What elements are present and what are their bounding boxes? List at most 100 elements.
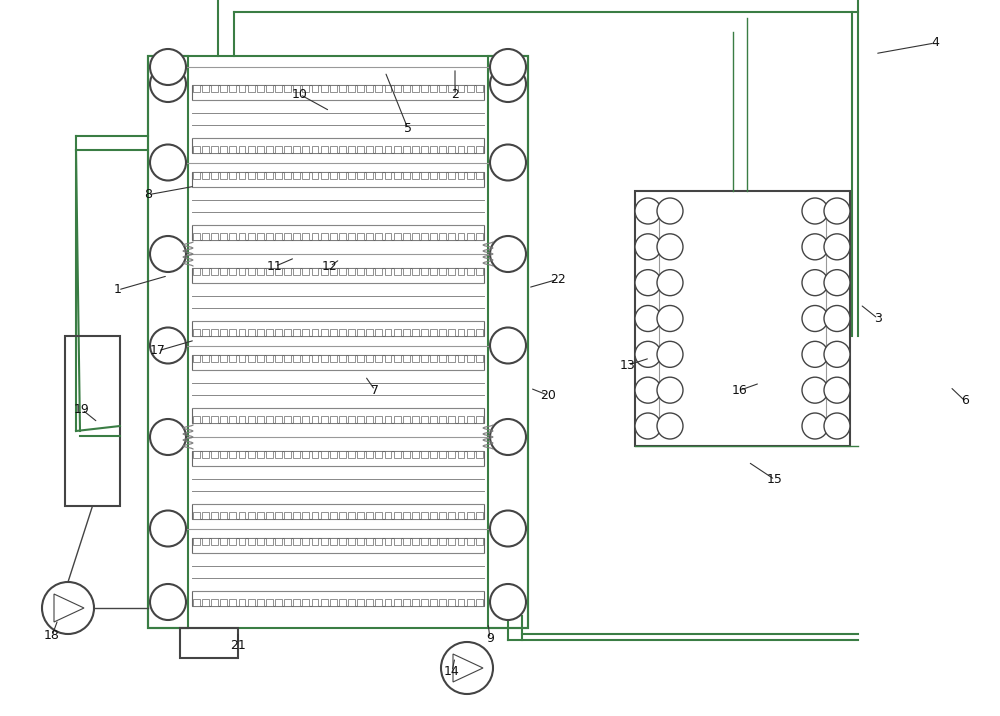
Bar xyxy=(439,451,446,458)
Bar xyxy=(266,451,273,458)
Bar xyxy=(284,85,291,92)
Bar xyxy=(448,511,455,519)
Bar xyxy=(321,599,328,606)
Bar xyxy=(348,415,355,423)
Bar xyxy=(312,355,318,362)
Bar xyxy=(366,599,373,606)
Bar xyxy=(193,85,200,92)
Bar xyxy=(257,355,264,362)
Bar xyxy=(266,233,273,240)
Bar xyxy=(248,355,255,362)
Bar xyxy=(375,511,382,519)
Bar xyxy=(385,511,391,519)
Bar xyxy=(211,451,218,458)
Bar xyxy=(220,233,227,240)
Circle shape xyxy=(802,342,828,367)
Bar xyxy=(394,233,401,240)
Circle shape xyxy=(490,584,526,620)
Bar xyxy=(275,538,282,546)
Bar xyxy=(430,599,437,606)
Bar xyxy=(257,85,264,92)
Bar xyxy=(430,85,437,92)
Bar xyxy=(357,329,364,336)
Bar xyxy=(302,599,309,606)
Bar xyxy=(385,415,391,423)
Bar xyxy=(348,329,355,336)
Bar xyxy=(448,268,455,276)
Bar xyxy=(202,355,209,362)
Bar xyxy=(439,511,446,519)
Bar xyxy=(321,538,328,546)
Text: 16: 16 xyxy=(732,384,748,397)
Circle shape xyxy=(150,511,186,546)
Bar xyxy=(266,85,273,92)
Text: 6: 6 xyxy=(961,395,969,407)
Bar xyxy=(284,233,291,240)
Bar xyxy=(421,451,428,458)
Bar xyxy=(476,268,483,276)
Bar xyxy=(458,355,464,362)
Bar xyxy=(458,538,464,546)
Bar xyxy=(202,145,209,153)
Bar xyxy=(266,538,273,546)
Bar xyxy=(339,329,346,336)
Bar xyxy=(385,85,391,92)
Bar xyxy=(385,233,391,240)
Bar xyxy=(348,538,355,546)
Bar xyxy=(193,415,200,423)
Bar xyxy=(229,233,236,240)
Bar xyxy=(403,268,410,276)
Bar xyxy=(385,172,391,180)
Bar xyxy=(421,172,428,180)
Bar xyxy=(192,408,484,423)
Bar xyxy=(476,329,483,336)
Bar xyxy=(229,538,236,546)
Bar xyxy=(229,329,236,336)
Bar xyxy=(412,145,419,153)
Text: 8: 8 xyxy=(144,188,152,201)
Circle shape xyxy=(441,642,493,694)
Circle shape xyxy=(635,198,661,224)
Bar xyxy=(284,355,291,362)
Bar xyxy=(430,415,437,423)
Bar xyxy=(239,451,245,458)
Text: 5: 5 xyxy=(404,122,412,135)
Bar xyxy=(302,233,309,240)
Bar xyxy=(476,599,483,606)
Bar xyxy=(476,145,483,153)
Bar xyxy=(439,268,446,276)
Bar xyxy=(257,145,264,153)
Bar xyxy=(467,233,474,240)
Bar xyxy=(193,268,200,276)
Bar xyxy=(330,415,337,423)
Bar xyxy=(375,329,382,336)
Bar xyxy=(476,451,483,458)
Circle shape xyxy=(150,327,186,364)
Bar xyxy=(448,538,455,546)
Bar xyxy=(375,599,382,606)
Bar xyxy=(458,415,464,423)
Bar xyxy=(266,415,273,423)
Bar xyxy=(284,172,291,180)
Bar xyxy=(476,233,483,240)
Bar xyxy=(339,415,346,423)
Bar xyxy=(357,451,364,458)
Bar xyxy=(266,268,273,276)
Bar xyxy=(385,538,391,546)
Bar xyxy=(403,85,410,92)
Circle shape xyxy=(490,49,526,85)
Bar xyxy=(467,85,474,92)
Circle shape xyxy=(150,49,186,85)
Bar xyxy=(275,599,282,606)
Circle shape xyxy=(490,419,526,455)
Bar xyxy=(330,538,337,546)
Bar xyxy=(248,538,255,546)
Bar xyxy=(321,85,328,92)
Bar xyxy=(467,599,474,606)
Bar xyxy=(430,451,437,458)
Circle shape xyxy=(802,234,828,260)
Bar xyxy=(202,268,209,276)
Bar xyxy=(229,599,236,606)
Bar xyxy=(394,511,401,519)
Bar xyxy=(439,85,446,92)
